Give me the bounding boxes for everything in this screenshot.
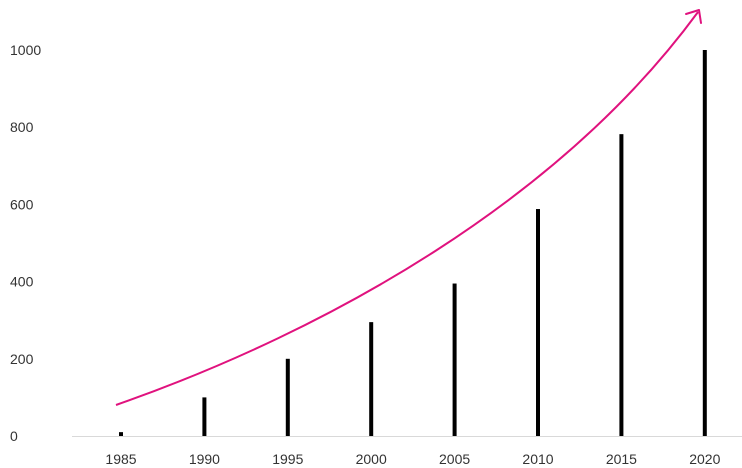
x-tick-label: 2010	[522, 451, 553, 467]
y-tick-label: 800	[10, 119, 34, 135]
bar-2005	[452, 283, 457, 436]
x-tick-label: 2015	[606, 451, 637, 467]
bar-1990	[202, 397, 207, 436]
y-tick-label: 1000	[10, 42, 41, 58]
bar-1995	[285, 358, 290, 436]
x-tick-label: 1990	[189, 451, 220, 467]
x-axis-ticks: 1985 1990 1995 2000 2005 2010 2015 2020	[105, 451, 720, 467]
bar-2015	[619, 134, 624, 436]
bars	[119, 50, 707, 436]
trend-arrow	[115, 9, 702, 406]
trend-curve	[115, 11, 699, 406]
x-tick-label: 2000	[356, 451, 387, 467]
bar-1985	[119, 432, 123, 436]
y-tick-label: 0	[10, 428, 18, 444]
x-tick-label: 2005	[439, 451, 470, 467]
x-tick-label: 1985	[105, 451, 136, 467]
bar-2020	[702, 50, 707, 436]
y-tick-label: 400	[10, 274, 34, 290]
y-axis-ticks: 0 200 400 600 800 1000	[10, 42, 41, 444]
y-tick-label: 600	[10, 196, 34, 212]
bar-2010	[536, 209, 540, 436]
y-tick-label: 200	[10, 351, 34, 367]
arrowhead-icon	[685, 9, 702, 24]
bar-2000	[369, 322, 374, 436]
x-tick-label: 1995	[272, 451, 303, 467]
x-tick-label: 2020	[689, 451, 720, 467]
